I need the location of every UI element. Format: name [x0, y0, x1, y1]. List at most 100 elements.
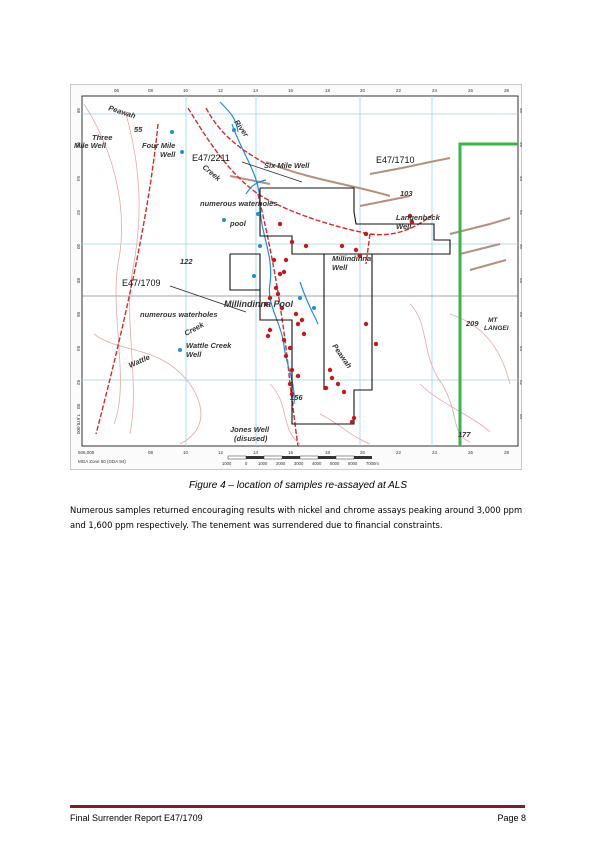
sample-point	[296, 374, 300, 378]
left-tick: 98	[76, 108, 81, 114]
sample-point	[294, 312, 298, 316]
sample-point	[278, 272, 282, 276]
sample-point	[352, 416, 356, 420]
sample-point	[374, 342, 378, 346]
right-tick: 90	[519, 244, 522, 250]
label-177: 177	[458, 430, 471, 439]
right-tick: 86	[519, 312, 522, 318]
scale-tick: 1000	[222, 461, 232, 466]
sample-point	[288, 346, 292, 350]
label-three-mile-well-line2: Mile Well	[74, 141, 107, 150]
top-tick: 22	[396, 88, 402, 93]
top-tick: 14	[253, 88, 259, 93]
label-jones-well-line2: (disused)	[234, 434, 268, 443]
sample-point	[284, 354, 288, 358]
sample-point	[288, 382, 292, 386]
right-tick: 88	[519, 278, 522, 284]
label-209: 209	[465, 319, 479, 328]
right-tick: 80	[519, 414, 522, 420]
sample-point	[324, 386, 328, 390]
right-tick: 98	[519, 108, 522, 114]
label-millindinna-pool: Millindinna Pool	[224, 299, 293, 309]
top-tick: 06	[114, 88, 120, 93]
sample-point	[290, 240, 294, 244]
bottom-tick: 26	[468, 450, 474, 455]
bottom-tick: 10	[183, 450, 189, 455]
left-tick: 86	[76, 312, 81, 318]
bottom-tick: 08	[148, 450, 154, 455]
right-tick: 82	[519, 380, 522, 386]
sample-point	[290, 368, 294, 372]
label-langenbeck-line2: Well	[396, 222, 412, 231]
label-e47-2211: E47/2211	[192, 153, 230, 163]
label-103: 103	[400, 189, 413, 198]
scale-tick: 3000	[294, 461, 304, 466]
bottom-tick: 16	[288, 450, 294, 455]
sample-point	[350, 420, 354, 424]
mga-zone-label: MGA Zone 50 (GDA 94)	[78, 459, 126, 464]
sample-point	[364, 322, 368, 326]
sample-point	[266, 334, 270, 338]
top-tick: 12	[218, 88, 224, 93]
top-tick: 24	[432, 88, 438, 93]
bottom-tick: 12	[218, 450, 224, 455]
location-map-figure: 06 08 10 12 14 16 18 20 22 24 26 28 606,…	[70, 84, 522, 470]
label-wattle-creek-well-line1: Wattle Creek	[186, 341, 232, 350]
label-pool: pool	[229, 219, 247, 228]
scale-tick: 1000	[258, 461, 268, 466]
sample-point	[342, 390, 346, 394]
sample-point	[364, 232, 368, 236]
sample-point	[272, 258, 276, 262]
bottom-tick: 14	[253, 450, 259, 455]
right-tick: 92	[519, 210, 522, 216]
bottom-tick: 24	[432, 450, 438, 455]
sample-point	[284, 258, 288, 262]
scale-tick: 7000m	[366, 461, 379, 466]
scale-bar: 1000 0 1000 2000 3000 4000 5000 6000 700…	[222, 456, 379, 466]
body-paragraph: Numerous samples returned encouraging re…	[70, 503, 540, 533]
label-e47-1710: E47/1710	[376, 155, 415, 165]
bottom-tick: 22	[396, 450, 402, 455]
bottom-tick: 606,000	[78, 450, 95, 455]
left-tick: 90	[76, 244, 81, 250]
top-tick: 16	[288, 88, 294, 93]
sample-point	[330, 376, 334, 380]
label-156: 156	[290, 393, 303, 402]
label-55: 55	[134, 125, 143, 134]
sample-point	[340, 244, 344, 248]
sample-point	[296, 322, 300, 326]
left-tick: 94	[76, 176, 81, 182]
label-mt-langen-line1: MT	[488, 317, 498, 324]
footer-rule	[70, 805, 525, 808]
label-six-mile-well: Six Mile Well	[264, 161, 310, 170]
left-tick: 84	[76, 346, 81, 352]
sample-point	[274, 286, 278, 290]
label-jones-well-line1: Jones Well	[230, 425, 270, 434]
left-tick: 80	[76, 404, 81, 410]
sample-point	[354, 248, 358, 252]
sample-point	[268, 328, 272, 332]
sample-point	[302, 332, 306, 336]
top-tick: 08	[148, 88, 154, 93]
label-numerous-waterholes-north: numerous waterholes	[200, 199, 278, 208]
bottom-tick: 20	[360, 450, 366, 455]
scale-tick: 2000	[276, 461, 286, 466]
scale-tick: 5000	[330, 461, 340, 466]
right-tick: 84	[519, 346, 522, 352]
top-tick: 10	[183, 88, 189, 93]
right-tick: 94	[519, 176, 522, 182]
bottom-tick: 18	[325, 450, 331, 455]
label-four-mile-well-line1: Four Mile	[142, 141, 175, 150]
sample-point	[328, 368, 332, 372]
label-e47-1709: E47/1709	[122, 278, 161, 288]
right-tick: 96	[519, 142, 522, 148]
sample-point	[304, 244, 308, 248]
label-millindinna-well-line2: Well	[332, 263, 348, 272]
label-122: 122	[180, 257, 193, 266]
top-tick: 26	[468, 88, 474, 93]
left-tick: 92	[76, 210, 81, 216]
label-numerous-waterholes-south: numerous waterholes	[140, 310, 218, 319]
top-tick: 28	[504, 88, 510, 93]
sample-point	[300, 318, 304, 322]
left-tick: 88	[76, 278, 81, 284]
